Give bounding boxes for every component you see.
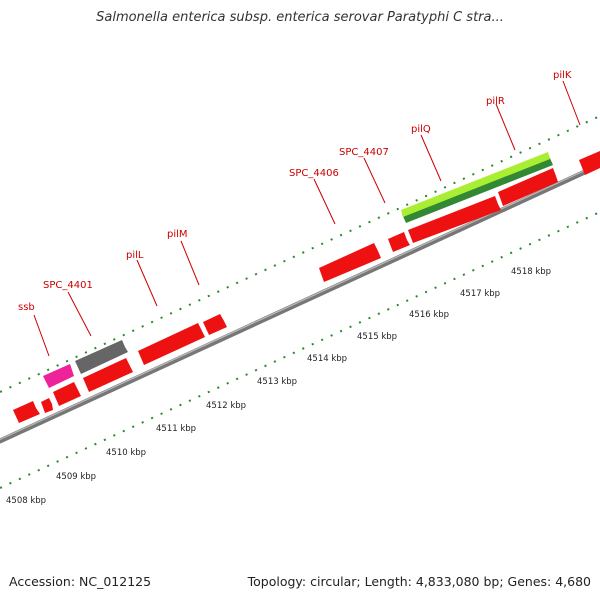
kbp-label: 4517 kbp xyxy=(460,289,500,299)
gene-arrow xyxy=(579,151,600,175)
lower-tick-track xyxy=(0,211,600,489)
map-title: Salmonella enterica subsp. enterica sero… xyxy=(96,10,504,25)
kbp-label: 4515 kbp xyxy=(357,332,397,342)
gene-label: SPC_4406 xyxy=(289,168,339,179)
highlight-bar xyxy=(401,152,553,223)
gene-arrows xyxy=(13,151,600,423)
backbone xyxy=(0,162,600,444)
accession-text: Accession: NC_012125 xyxy=(9,574,152,589)
gene-label: pilQ xyxy=(411,124,431,135)
kbp-label: 4518 kbp xyxy=(511,267,551,277)
gene-arrow xyxy=(498,168,558,206)
gene-arrow xyxy=(408,196,501,243)
gene-label: pilM xyxy=(167,229,188,240)
gene-arrow xyxy=(53,382,81,406)
gene-arrow-magenta xyxy=(43,364,74,388)
kbp-label: 4514 kbp xyxy=(307,354,347,364)
gene-arrow xyxy=(41,398,53,413)
gene-arrow xyxy=(13,401,40,423)
kbp-label: 4510 kbp xyxy=(106,448,146,458)
kbp-label: 4516 kbp xyxy=(409,310,449,320)
kbp-label: 4508 kbp xyxy=(6,496,46,506)
gene-label: ssb xyxy=(18,302,35,313)
gene-arrow-gray xyxy=(75,340,128,374)
kbp-label-layer: 4508 kbp 4509 kbp 4510 kbp 4511 kbp 4512… xyxy=(6,267,551,506)
gene-arrow xyxy=(138,323,205,365)
kbp-label: 4512 kbp xyxy=(206,401,246,411)
gene-arrow xyxy=(388,232,410,252)
gene-arrow xyxy=(319,243,381,282)
gene-label: pilR xyxy=(486,96,505,107)
gene-arrow xyxy=(83,358,133,392)
gene-label-layer: ssb SPC_4401 pilL pilM SPC_4406 SPC_4407… xyxy=(18,70,581,357)
gene-arrow xyxy=(203,314,227,335)
gene-label: pilL xyxy=(126,250,144,261)
gene-label: pilK xyxy=(553,70,572,81)
kbp-label: 4511 kbp xyxy=(156,424,196,434)
upper-tick-track xyxy=(0,115,600,393)
backbone-highlight xyxy=(0,162,600,441)
gene-label: SPC_4407 xyxy=(339,147,389,158)
genome-summary-text: Topology: circular; Length: 4,833,080 bp… xyxy=(247,574,591,589)
gene-label: SPC_4401 xyxy=(43,280,93,291)
kbp-label: 4509 kbp xyxy=(56,472,96,482)
kbp-label: 4513 kbp xyxy=(257,377,297,387)
